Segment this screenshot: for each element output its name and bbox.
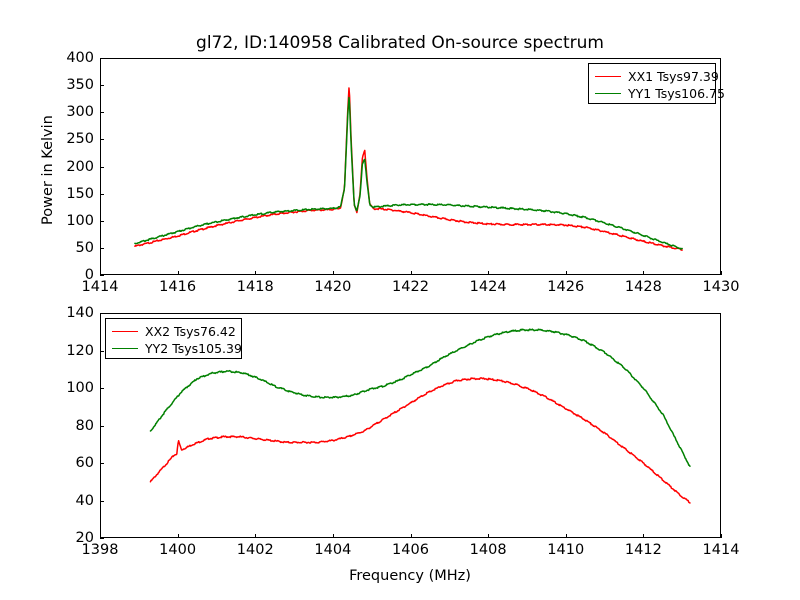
y-tick xyxy=(100,425,104,427)
x-tick-label: 1418 xyxy=(236,279,274,295)
x-tick-label: 1414 xyxy=(81,279,119,295)
y-tick-label: 400 xyxy=(66,50,94,66)
legend-label: YY1 Tsys106.75 xyxy=(628,86,725,101)
x-tick-label: 1422 xyxy=(392,279,429,295)
y-tick-label: 140 xyxy=(66,305,94,321)
x-tick xyxy=(721,534,722,538)
x-tick-label: 1420 xyxy=(314,279,352,295)
y-tick xyxy=(100,112,104,114)
x-tick-label: 1400 xyxy=(159,542,197,558)
y-tick xyxy=(100,166,104,168)
x-tick xyxy=(100,271,101,275)
bottom-spectrum-lines xyxy=(149,328,691,504)
y-tick xyxy=(100,313,104,314)
x-tick-label: 1410 xyxy=(547,542,585,558)
y-tick-label: 40 xyxy=(75,492,94,509)
y-tick xyxy=(100,139,104,141)
legend-label: YY2 Tsys105.39 xyxy=(145,341,242,356)
x-tick xyxy=(177,534,179,538)
x-tick-label: 1414 xyxy=(702,542,740,558)
y-tick-label: 100 xyxy=(66,212,94,229)
x-tick-label: 1408 xyxy=(469,542,507,558)
x-tick-label: 1402 xyxy=(236,542,274,558)
x-tick xyxy=(488,534,490,538)
legend-color-swatch xyxy=(595,93,621,94)
y-tick xyxy=(100,220,104,222)
x-tick xyxy=(255,534,257,538)
y-tick xyxy=(100,388,104,389)
x-tick xyxy=(565,271,567,275)
y-tick xyxy=(100,350,104,352)
y-tick-label: 150 xyxy=(66,185,94,202)
legend-label: XX2 Tsys76.42 xyxy=(145,324,236,339)
x-tick xyxy=(100,534,101,538)
y-tick-label: 120 xyxy=(66,342,94,359)
y-tick xyxy=(100,193,104,195)
y-tick-label: 300 xyxy=(66,104,94,121)
top-panel-ylabel: Power in Kelvin xyxy=(40,115,56,225)
x-tick xyxy=(255,271,257,275)
x-tick xyxy=(488,271,490,275)
bottom-panel-xlabel: Frequency (MHz) xyxy=(349,568,471,584)
legend-color-swatch xyxy=(112,348,138,349)
x-tick xyxy=(643,534,645,538)
y-tick-label: 20 xyxy=(75,530,94,546)
y-tick-label: 350 xyxy=(66,77,94,94)
x-tick-label: 1406 xyxy=(392,542,429,558)
x-tick xyxy=(410,534,412,538)
top-spectrum-lines xyxy=(134,87,683,251)
y-tick-label: 100 xyxy=(66,380,94,396)
x-tick xyxy=(643,271,645,275)
x-tick xyxy=(332,271,334,275)
x-tick xyxy=(177,271,179,275)
x-tick-label: 1424 xyxy=(469,279,507,295)
y-tick-label: 0 xyxy=(84,267,94,283)
legend-entry: XX1 Tsys97.39 xyxy=(595,68,719,85)
x-tick-label: 1430 xyxy=(702,279,740,295)
x-tick xyxy=(565,534,567,538)
y-tick xyxy=(100,58,104,59)
y-tick-label: 250 xyxy=(66,131,94,148)
x-tick xyxy=(332,534,334,538)
y-tick-label: 200 xyxy=(66,158,94,175)
legend-color-swatch xyxy=(595,76,621,77)
y-tick xyxy=(100,500,104,502)
legend-entry: XX2 Tsys76.42 xyxy=(112,323,236,340)
legend-color-swatch xyxy=(112,331,138,332)
figure-title: gl72, ID:140958 Calibrated On-source spe… xyxy=(196,33,604,53)
legend-entry: YY2 Tsys105.39 xyxy=(112,340,242,357)
x-tick xyxy=(410,271,412,275)
x-tick-label: 1412 xyxy=(624,542,662,558)
x-tick-label: 1428 xyxy=(624,279,662,295)
y-tick xyxy=(100,85,104,87)
x-tick-label: 1398 xyxy=(81,542,119,558)
y-tick-label: 50 xyxy=(75,239,94,256)
y-tick xyxy=(100,247,104,249)
top-panel-legend: XX1 Tsys97.39 YY1 Tsys106.75 xyxy=(588,63,725,104)
x-tick-label: 1416 xyxy=(159,279,197,295)
y-tick-label: 60 xyxy=(75,455,94,471)
x-tick xyxy=(721,271,722,275)
y-tick-label: 80 xyxy=(75,417,94,434)
y-tick xyxy=(100,463,104,464)
y-tick xyxy=(100,538,104,539)
bottom-panel-legend: XX2 Tsys76.42 YY2 Tsys105.39 xyxy=(105,318,242,359)
x-tick-label: 1404 xyxy=(314,542,352,558)
legend-entry: YY1 Tsys106.75 xyxy=(595,85,725,102)
x-tick-label: 1426 xyxy=(547,279,585,295)
y-tick xyxy=(100,275,104,276)
legend-label: XX1 Tsys97.39 xyxy=(628,69,719,84)
